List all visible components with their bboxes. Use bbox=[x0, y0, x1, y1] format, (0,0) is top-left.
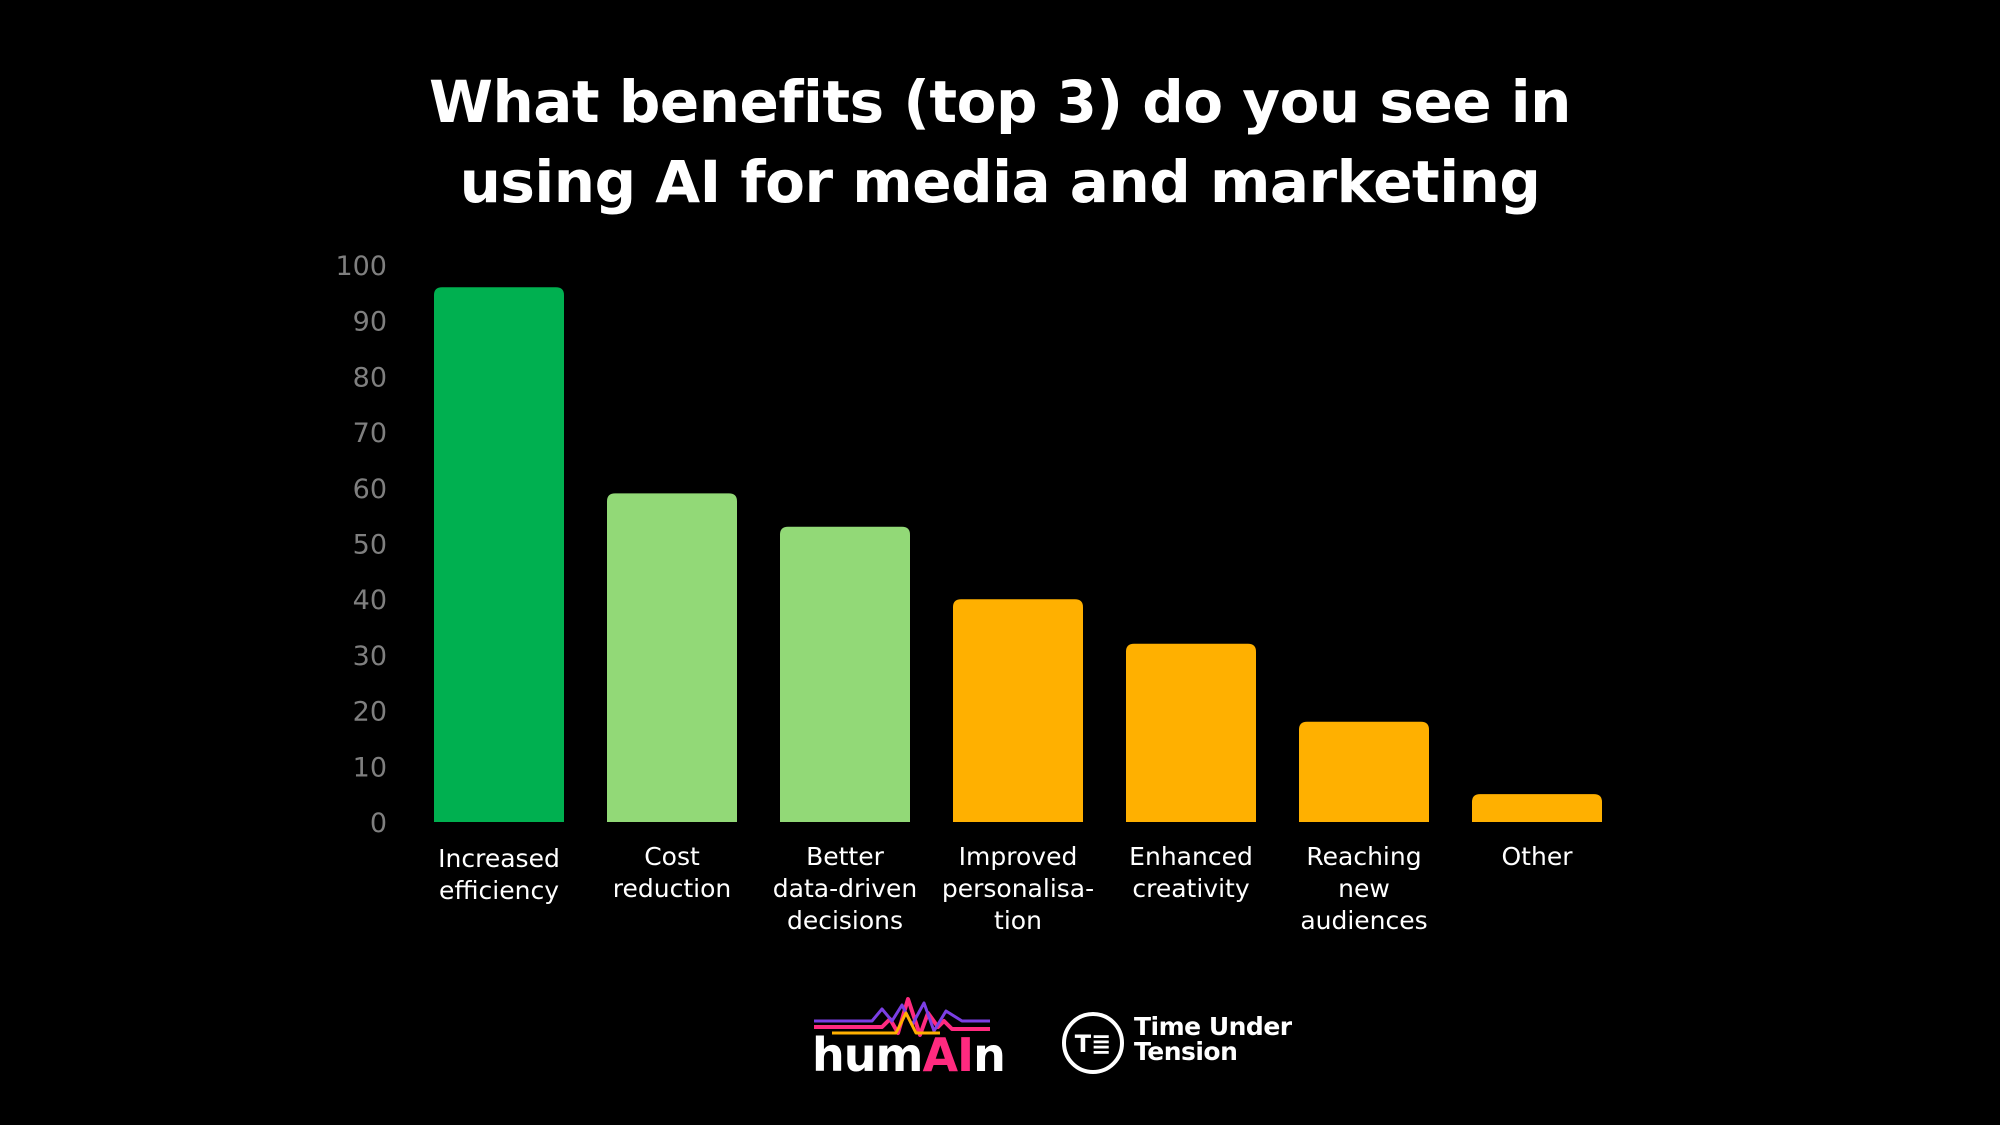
chart-title-line-1: What benefits (top 3) do you see in bbox=[429, 68, 1571, 136]
y-tick-label: 100 bbox=[335, 251, 387, 282]
time-under-tension-line-2: Tension bbox=[1134, 1037, 1238, 1066]
time-under-tension-line-1: Time Under bbox=[1134, 1012, 1292, 1041]
y-tick-label: 60 bbox=[353, 474, 387, 505]
y-tick-label: 0 bbox=[370, 808, 387, 839]
bar bbox=[780, 526, 910, 822]
bars bbox=[434, 287, 1602, 822]
bar bbox=[607, 493, 737, 822]
time-under-tension-logo: T≣ Time Under Tension bbox=[1060, 1010, 1300, 1090]
category-label: Cost reduction bbox=[612, 842, 732, 903]
bar bbox=[953, 599, 1083, 822]
y-axis-ticks: 0 10 20 30 40 50 60 70 80 90 100 bbox=[335, 251, 387, 839]
time-under-tension-wordmark: Time Under Tension bbox=[1134, 1014, 1292, 1064]
category-label: Better data-driven decisions bbox=[772, 842, 918, 935]
chart-title-line-2: using AI for media and marketing bbox=[459, 148, 1541, 216]
chart-title: What benefits (top 3) do you see in usin… bbox=[0, 62, 2000, 222]
humain-logo: humAIn bbox=[812, 985, 1006, 1095]
y-tick-label: 40 bbox=[353, 585, 387, 616]
bar bbox=[1472, 794, 1602, 822]
bar bbox=[1299, 721, 1429, 822]
category-label: Improved personalisa- tion bbox=[941, 842, 1095, 935]
humain-highlight: AI bbox=[922, 1028, 974, 1082]
humain-wave-icon bbox=[814, 997, 990, 1037]
svg-text:T≣: T≣ bbox=[1075, 1030, 1111, 1058]
category-label: Reaching new audiences bbox=[1300, 842, 1428, 935]
y-tick-label: 10 bbox=[353, 752, 387, 783]
time-under-tension-icon: T≣ bbox=[1062, 1012, 1124, 1074]
y-tick-label: 30 bbox=[353, 641, 387, 672]
category-label: Enhanced creativity bbox=[1129, 842, 1253, 903]
logo-bar: humAIn T≣ Time Under Tension bbox=[0, 985, 2000, 1095]
bar bbox=[434, 287, 564, 822]
category-label: Increased efficiency bbox=[438, 844, 560, 905]
humain-wordmark: humAIn bbox=[812, 1025, 1006, 1085]
humain-suffix: n bbox=[973, 1028, 1006, 1082]
y-tick-label: 90 bbox=[353, 307, 387, 338]
y-tick-label: 20 bbox=[353, 697, 387, 728]
y-tick-label: 70 bbox=[353, 418, 387, 449]
y-tick-label: 80 bbox=[353, 362, 387, 393]
y-tick-label: 50 bbox=[353, 530, 387, 561]
humain-prefix: hum bbox=[812, 1028, 923, 1082]
category-label: Other bbox=[1501, 842, 1573, 871]
bar bbox=[1126, 643, 1256, 822]
